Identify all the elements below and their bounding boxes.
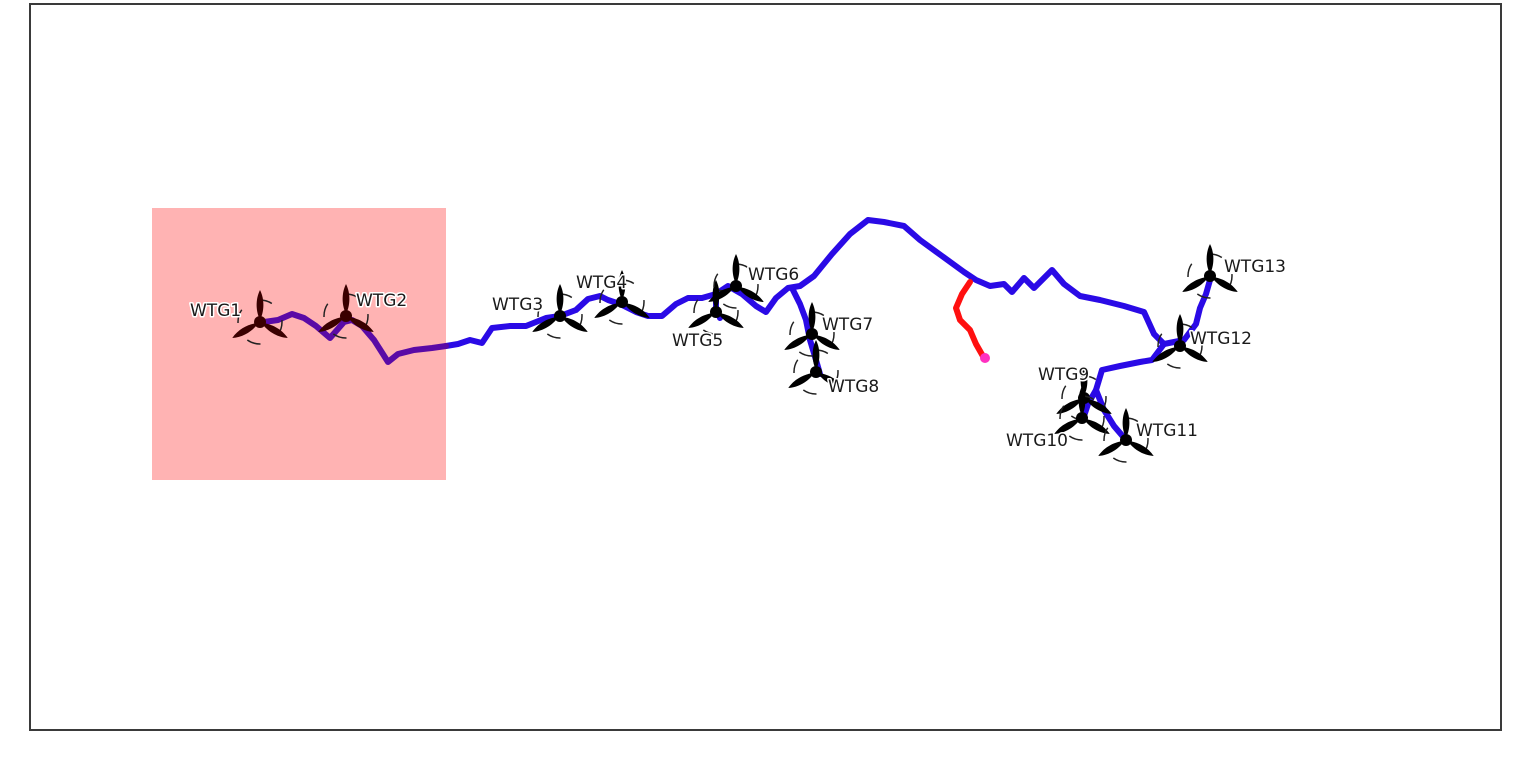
turbine-label-wtg6: WTG6 (748, 265, 799, 285)
map-frame (29, 3, 1502, 731)
turbine-layer (230, 244, 1240, 463)
wind-turbine-icon[interactable] (782, 302, 842, 357)
turbine-label-wtg10: WTG10 (1006, 431, 1068, 451)
cable-branch-wtg10[interactable] (1081, 387, 1099, 419)
wind-turbine-icon[interactable] (530, 284, 590, 339)
wind-turbine-icon[interactable] (1180, 244, 1240, 299)
wind-turbine-icon[interactable] (316, 284, 376, 339)
turbine-label-wtg8: WTG8 (828, 377, 879, 397)
turbine-label-wtg12: WTG12 (1190, 329, 1252, 349)
wind-turbine-icon[interactable] (1052, 386, 1112, 441)
turbine-label-wtg3: WTG3 (492, 295, 543, 315)
turbine-label-wtg5: WTG5 (672, 331, 723, 351)
wind-turbine-icon[interactable] (1096, 408, 1156, 463)
wind-turbine-icon[interactable] (686, 280, 746, 335)
label-layer: WTG1 WTG2 WTG3 WTG4 WTG5 WTG6 WTG7 WTG8 WTG9 WTG1… (189, 256, 1288, 453)
turbine-label-wtg1: WTG1 (190, 301, 241, 321)
turbine-label-wtg7: WTG7 (822, 315, 873, 335)
substation-point-icon[interactable] (980, 353, 990, 363)
wind-turbine-icon[interactable] (230, 290, 290, 345)
wind-turbine-icon[interactable] (706, 254, 766, 309)
export-cable[interactable] (953, 279, 987, 361)
wind-turbine-icon[interactable] (592, 270, 652, 325)
wind-turbine-icon[interactable] (786, 340, 846, 395)
turbine-label-wtg13: WTG13 (1224, 257, 1286, 277)
selected-area-highlight[interactable] (152, 208, 446, 480)
turbine-label-wtg11: WTG11 (1136, 421, 1198, 441)
cable-branch-wtg9-wtg11[interactable] (1093, 341, 1167, 443)
turbine-label-wtg4: WTG4 (576, 273, 627, 293)
turbine-label-wtg9: WTG9 (1038, 365, 1089, 385)
wind-turbine-icon[interactable] (1150, 314, 1210, 369)
turbine-label-wtg2: WTG2 (356, 291, 407, 311)
